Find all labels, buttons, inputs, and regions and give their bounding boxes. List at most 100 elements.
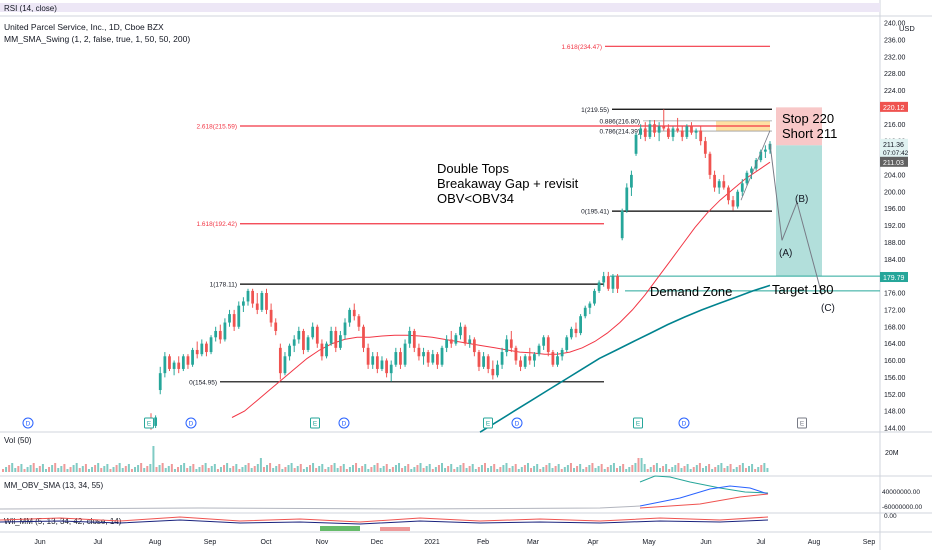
candle-body — [431, 354, 435, 363]
volume-bar — [508, 468, 511, 472]
rsi-pane: RSI (14, close) — [0, 3, 880, 13]
candle-body — [671, 128, 675, 137]
rsi-label: RSI (14, close) — [4, 4, 57, 13]
price-tick-label: 216.00 — [884, 122, 906, 129]
volume-bar — [17, 466, 20, 472]
candle-body — [366, 347, 370, 365]
candle-body — [168, 356, 171, 369]
candle-body — [500, 352, 504, 365]
volume-bar — [434, 467, 437, 472]
volume-bar — [729, 464, 732, 472]
volume-bar — [20, 464, 23, 472]
earnings-marker[interactable] — [144, 417, 154, 429]
volume-bar — [744, 468, 747, 472]
volume-bar — [345, 469, 348, 472]
target-price-tag-bg — [880, 272, 908, 283]
volume-bar — [456, 467, 459, 472]
candle-body — [315, 326, 319, 344]
forecast-path — [769, 143, 823, 296]
volume-bar — [51, 465, 54, 472]
earnings-marker[interactable] — [633, 417, 643, 429]
volume-bar — [26, 467, 29, 472]
candle-body — [759, 151, 763, 161]
candle-body — [325, 343, 328, 357]
volume-bar — [66, 469, 69, 472]
dividend-marker[interactable] — [185, 417, 197, 429]
price-tick-label: 156.00 — [884, 375, 906, 382]
price-tick-label: 236.00 — [884, 37, 906, 44]
volume-bar — [388, 469, 391, 472]
volume-bar — [192, 464, 195, 472]
volume-bar — [321, 464, 324, 472]
candle-body — [496, 364, 499, 376]
volume-bar — [496, 469, 499, 472]
volume-bar — [127, 464, 130, 472]
volume-bar — [109, 469, 112, 472]
volume-bar — [299, 464, 302, 472]
price-tick-label: 232.00 — [884, 54, 906, 61]
volume-bar — [674, 465, 677, 472]
candle-body — [569, 328, 573, 338]
volume-bar — [296, 466, 299, 472]
candle-body — [186, 356, 190, 365]
volume-bar — [312, 463, 315, 472]
volume-bar — [180, 465, 183, 472]
volume-bar — [643, 464, 646, 472]
volume-bar — [146, 466, 149, 472]
candle-body — [426, 352, 430, 363]
volume-bar — [293, 468, 296, 472]
volume-bar — [735, 467, 738, 472]
price-tick-label: 228.00 — [884, 71, 906, 78]
earnings-marker-label: E — [486, 421, 491, 428]
dividend-marker[interactable] — [338, 417, 350, 429]
volume-bar — [266, 465, 269, 472]
volume-bar — [278, 464, 281, 472]
volume-bar — [226, 463, 229, 472]
candle-body — [181, 356, 185, 369]
price-pane: 1.618(234.47) 2.618(215.59) 1.618(192.42) 1… — [22, 21, 909, 433]
volume-bar — [425, 466, 428, 472]
volume-bar — [588, 465, 591, 472]
volume-bar — [606, 467, 609, 472]
volume-bar — [54, 463, 57, 472]
volume-bar — [453, 469, 456, 472]
volume-bar — [655, 463, 658, 472]
volume-bar — [207, 468, 210, 472]
dividend-marker[interactable] — [678, 417, 690, 429]
earnings-marker[interactable] — [483, 417, 493, 429]
volume-bar — [748, 466, 751, 472]
volume-bar — [333, 463, 336, 472]
dividend-marker[interactable] — [22, 417, 34, 429]
time-tick-label: Dec — [371, 539, 384, 546]
candle-body — [449, 339, 453, 344]
candle-body — [158, 373, 162, 391]
candle-body — [339, 335, 342, 348]
wave-c-label: (C) — [821, 303, 835, 314]
volume-bar — [84, 464, 87, 472]
time-tick-label: Jun — [34, 539, 45, 546]
volume-bar — [256, 464, 259, 472]
candle-body — [371, 356, 375, 365]
candle-body — [292, 339, 296, 346]
earnings-marker[interactable] — [310, 417, 320, 429]
time-tick-label: Jun — [700, 539, 711, 546]
volume-bar — [91, 467, 94, 472]
candle-body — [727, 187, 730, 201]
volume-bar — [63, 464, 66, 472]
volume-bar — [665, 464, 668, 472]
volume-bar — [551, 468, 554, 472]
volume-bar — [597, 466, 600, 472]
volume-bar — [121, 468, 124, 472]
wil-pane: Wil_MM (5, 13, 34, 42, close, 14) 0.00 — [0, 513, 897, 531]
volume-bar — [100, 468, 103, 472]
candle-body — [274, 322, 278, 331]
candle-body — [606, 276, 610, 289]
time-tick-label: Sep — [863, 539, 876, 546]
sma200-line — [479, 284, 771, 433]
dividend-marker[interactable] — [511, 417, 523, 429]
candle-body — [713, 174, 716, 188]
demand-zone-label: Demand Zone — [650, 284, 732, 299]
volume-bar — [671, 467, 674, 472]
earnings-marker[interactable] — [797, 417, 807, 429]
